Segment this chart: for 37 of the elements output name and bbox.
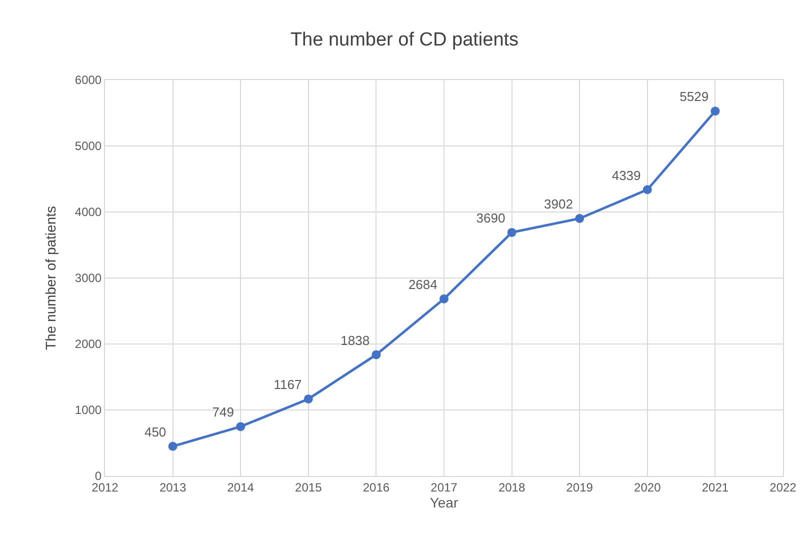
y-tick-label: 5000 [74, 139, 102, 154]
data-label: 2684 [408, 276, 438, 292]
y-tick-label: 6000 [74, 73, 102, 88]
point [236, 422, 246, 432]
data-label: 3902 [544, 196, 573, 212]
y-tick-label: 4000 [74, 205, 102, 220]
x-tick-label: 2020 [634, 480, 662, 494]
data-label: 1838 [340, 332, 370, 348]
data-label: 749 [212, 404, 234, 420]
data-label: 4339 [612, 168, 641, 183]
y-tick-label: 3000 [74, 271, 102, 286]
y-tick-label: 1000 [74, 403, 102, 418]
point [575, 214, 584, 223]
x-tick-label: 2013 [159, 480, 186, 494]
x-tick-label: 2019 [566, 480, 594, 494]
chart-title: The number of CD patients [290, 29, 519, 50]
data-label: 3690 [476, 210, 506, 226]
point [168, 442, 178, 451]
x-axis-title: Year [430, 494, 458, 510]
point [507, 228, 516, 237]
x-tick-label: 2017 [430, 480, 458, 494]
data-label: 450 [144, 424, 166, 440]
x-tick-label: 2018 [498, 480, 526, 494]
y-axis-title: The number of patients [42, 206, 58, 350]
point [304, 394, 313, 404]
x-tick-label: 2016 [362, 480, 390, 494]
x-tick-label: 2014 [227, 480, 254, 494]
x-tick-label: 2015 [295, 480, 322, 494]
data-label: 1167 [274, 377, 302, 392]
point [440, 294, 448, 304]
x-tick-label: 2021 [702, 480, 729, 494]
y-tick-label: 2000 [74, 337, 102, 352]
data-label: 5529 [680, 89, 709, 104]
point [372, 350, 381, 360]
x-tick-label: 2022 [770, 480, 797, 494]
point [642, 185, 652, 194]
point [710, 106, 720, 116]
